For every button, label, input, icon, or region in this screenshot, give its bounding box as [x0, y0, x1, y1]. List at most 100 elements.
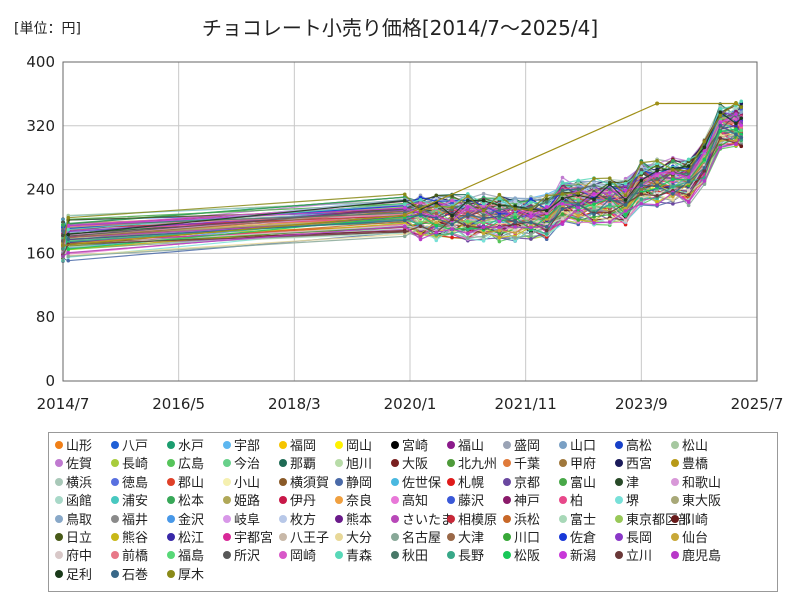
data-point	[639, 171, 644, 175]
legend-marker	[223, 551, 231, 560]
data-point	[497, 239, 502, 244]
data-point	[607, 220, 612, 224]
data-point	[686, 200, 691, 204]
legend-marker	[167, 477, 175, 486]
legend-item: 熊谷	[111, 531, 148, 547]
legend-marker	[279, 477, 287, 486]
legend-marker	[447, 533, 455, 541]
legend-label: 足利	[66, 567, 93, 583]
legend-label: 松阪	[514, 549, 541, 565]
data-point	[434, 216, 439, 220]
legend-item: 豊橋	[671, 457, 708, 473]
data-point	[513, 236, 517, 240]
legend-item: 名古屋	[391, 531, 441, 547]
legend-item: 宇部	[223, 439, 260, 455]
legend-marker	[447, 459, 455, 468]
legend-item: 浜松	[503, 513, 540, 529]
data-point	[592, 176, 596, 181]
data-point	[529, 233, 533, 237]
data-point	[576, 178, 581, 183]
legend-item: 岡崎	[279, 549, 316, 565]
data-point	[66, 237, 71, 241]
legend-marker	[671, 477, 679, 486]
legend-item: 神戸	[503, 494, 540, 510]
legend-marker	[279, 551, 287, 560]
highlight-line	[62, 102, 736, 247]
data-point	[576, 187, 581, 192]
data-point	[607, 210, 612, 215]
legend-label: 千葉	[514, 457, 541, 473]
data-point	[734, 132, 738, 137]
data-point	[560, 188, 565, 193]
data-point	[734, 112, 738, 116]
highlight-point	[655, 101, 660, 106]
x-tick-label: 2020/1	[384, 395, 437, 413]
legend-item: 宇都宮	[223, 531, 273, 547]
data-point	[66, 254, 71, 259]
data-point	[560, 192, 565, 196]
data-point	[450, 222, 454, 227]
data-point	[623, 193, 628, 198]
data-point	[434, 193, 439, 198]
legend-marker	[335, 477, 343, 486]
x-tick-label: 2023/9	[615, 395, 668, 413]
legend: 山形 八戸 水戸 宇部 福岡 岡山 宮崎 福山 盛岡 山口 高松 松山 佐賀 長崎 広島 今治 那覇 旭川 大阪 北九…	[48, 432, 778, 592]
data-point	[497, 196, 502, 201]
legend-label: 津	[626, 475, 640, 491]
legend-label: 横須賀	[290, 475, 330, 491]
data-point	[718, 110, 722, 115]
data-point	[739, 116, 744, 120]
data-point	[739, 135, 744, 140]
legend-label: 盛岡	[514, 439, 541, 454]
legend-marker	[615, 551, 623, 560]
legend-item: 鹿児島	[671, 549, 721, 565]
data-point	[671, 159, 675, 163]
legend-marker	[615, 441, 623, 449]
legend-label: 相模原	[458, 512, 498, 528]
legend-marker	[503, 477, 511, 486]
legend-marker	[671, 496, 679, 505]
legend-item: 松山	[671, 439, 708, 455]
data-point	[513, 199, 517, 204]
data-point	[607, 197, 612, 201]
legend-label: 宇部	[234, 439, 261, 454]
legend-label: 熊谷	[122, 531, 149, 546]
data-point	[655, 173, 659, 178]
data-point	[623, 219, 628, 223]
legend-marker	[279, 533, 287, 541]
data-point	[702, 149, 707, 153]
data-point	[466, 205, 470, 210]
legend-label: 川口	[514, 531, 541, 546]
data-point	[544, 200, 549, 204]
legend-label: 佐倉	[570, 531, 597, 546]
legend-label: 堺	[626, 494, 640, 510]
legend-item: 福山	[447, 439, 484, 455]
legend-marker	[335, 441, 343, 449]
data-point	[718, 121, 722, 125]
data-point	[592, 205, 596, 209]
legend-item: 広島	[167, 457, 204, 473]
data-point	[544, 197, 549, 201]
data-point	[671, 197, 675, 202]
legend-marker	[615, 514, 623, 523]
data-point	[607, 182, 612, 187]
data-point	[576, 218, 581, 222]
x-tick-label: 2021/11	[495, 395, 557, 413]
legend-marker	[615, 477, 623, 486]
data-point	[450, 235, 454, 240]
legend-label: 今治	[234, 457, 261, 473]
legend-marker	[167, 496, 175, 505]
legend-item: 静岡	[335, 476, 372, 492]
chart-title: チョコレート小売り価格[2014/7～2025/4]	[201, 16, 599, 40]
legend-label: 八王子	[290, 531, 330, 546]
data-point	[734, 127, 738, 131]
legend-item: 大津	[447, 531, 484, 547]
data-point	[497, 228, 502, 233]
data-point	[402, 230, 407, 234]
legend-marker	[55, 514, 63, 523]
data-point	[623, 209, 628, 213]
legend-label: 長野	[458, 549, 485, 565]
legend-item: 横須賀	[279, 476, 329, 492]
data-point	[402, 198, 407, 203]
legend-item: 鳥取	[55, 513, 92, 529]
